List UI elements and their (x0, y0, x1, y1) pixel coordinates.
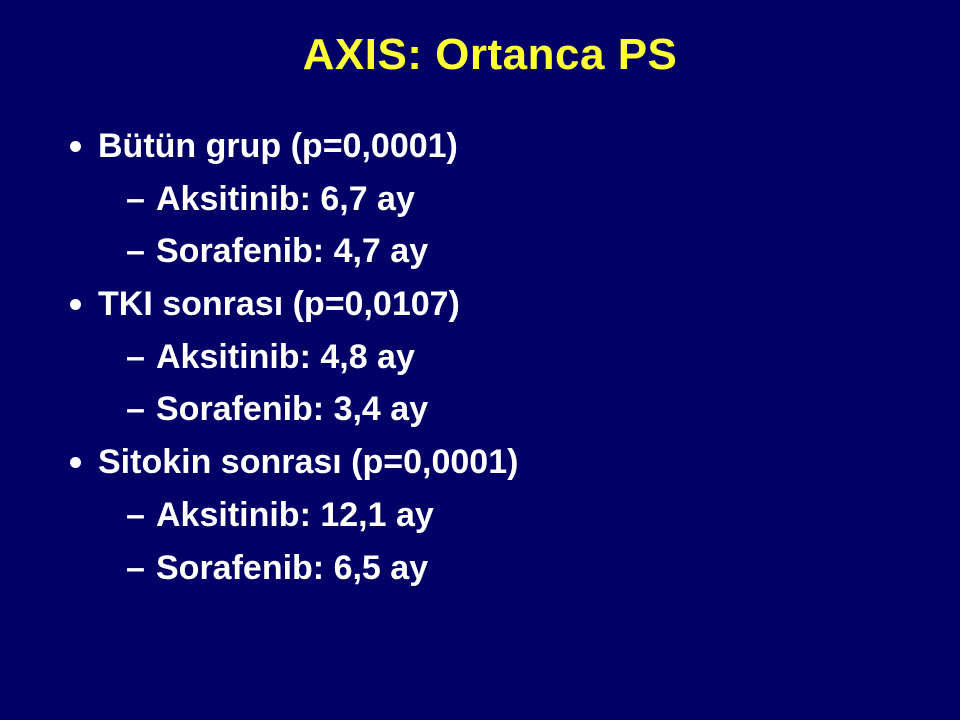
bullet-disc-icon (70, 436, 98, 489)
slide-title: AXIS: Ortanca PS (70, 30, 910, 80)
bullet-disc-icon (70, 278, 98, 331)
list-item: Sitokin sonrası (p=0,0001) (70, 436, 910, 489)
dash-icon: – (126, 173, 156, 226)
list-subitem: – Sorafenib: 3,4 ay (70, 383, 910, 436)
list-subitem: – Aksitinib: 4,8 ay (70, 331, 910, 384)
list-subitem-label: Aksitinib: 6,7 ay (156, 173, 415, 226)
list-subitem-label: Sorafenib: 6,5 ay (156, 542, 428, 595)
slide: AXIS: Ortanca PS Bütün grup (p=0,0001) –… (0, 0, 960, 720)
dash-icon: – (126, 489, 156, 542)
dash-icon: – (126, 383, 156, 436)
list-item: TKI sonrası (p=0,0107) (70, 278, 910, 331)
bullet-disc-icon (70, 120, 98, 173)
list-subitem: – Sorafenib: 6,5 ay (70, 542, 910, 595)
dash-icon: – (126, 225, 156, 278)
list-subitem-label: Aksitinib: 12,1 ay (156, 489, 434, 542)
list-subitem-label: Aksitinib: 4,8 ay (156, 331, 415, 384)
list-item-label: Bütün grup (p=0,0001) (98, 120, 458, 173)
list-item: Bütün grup (p=0,0001) (70, 120, 910, 173)
list-subitem: – Sorafenib: 4,7 ay (70, 225, 910, 278)
list-subitem-label: Sorafenib: 4,7 ay (156, 225, 428, 278)
slide-content: Bütün grup (p=0,0001) – Aksitinib: 6,7 a… (70, 120, 910, 594)
dash-icon: – (126, 542, 156, 595)
list-item-label: Sitokin sonrası (p=0,0001) (98, 436, 518, 489)
list-subitem-label: Sorafenib: 3,4 ay (156, 383, 428, 436)
dash-icon: – (126, 331, 156, 384)
list-subitem: – Aksitinib: 6,7 ay (70, 173, 910, 226)
list-item-label: TKI sonrası (p=0,0107) (98, 278, 460, 331)
list-subitem: – Aksitinib: 12,1 ay (70, 489, 910, 542)
